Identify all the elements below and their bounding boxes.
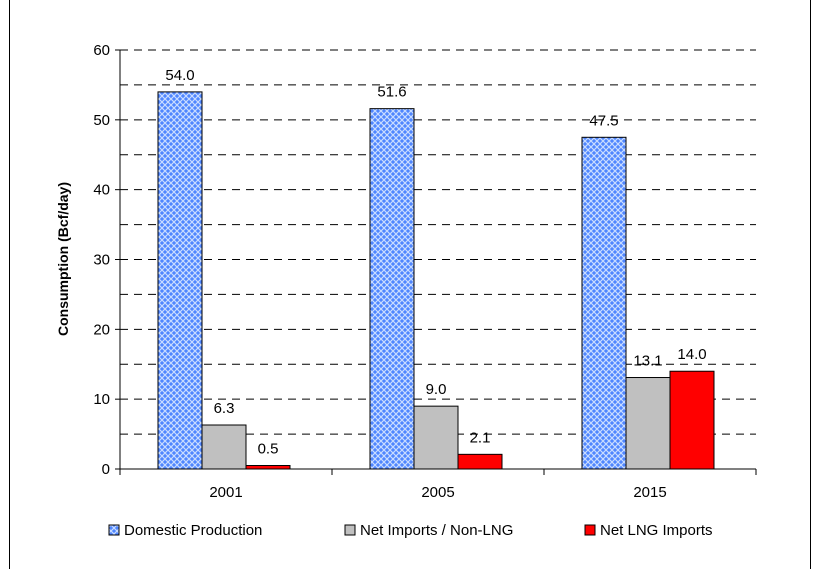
bar-domestic-production-2001 (157, 91, 203, 470)
data-label: 14.0 (677, 346, 706, 363)
bar-net-imports-non-lng-2015 (625, 377, 671, 470)
legend-swatch (344, 524, 356, 536)
data-label: 47.5 (589, 112, 618, 129)
legend-label: Net LNG Imports (600, 522, 713, 539)
x-tick-label: 2005 (421, 484, 454, 501)
bar-net-imports-non-lng-2005 (413, 405, 459, 470)
legend-label: Net Imports / Non-LNG (360, 522, 513, 539)
bar-domestic-production-2005 (369, 108, 415, 470)
y-tick-label: 20 (93, 321, 110, 338)
y-tick-label: 50 (93, 112, 110, 129)
grid-lines (120, 49, 756, 435)
data-label: 6.3 (214, 400, 235, 417)
data-label: 2.1 (470, 429, 491, 446)
data-label: 54.0 (165, 67, 194, 84)
x-tick-label: 2015 (633, 484, 666, 501)
bar-net-lng-imports-2001 (245, 465, 291, 470)
data-label: 13.1 (633, 353, 662, 370)
y-tick-label: 40 (93, 182, 110, 199)
legend-swatch (584, 524, 596, 536)
bar-net-lng-imports-2005 (457, 453, 503, 470)
bars (157, 91, 715, 470)
y-tick-label: 10 (93, 391, 110, 408)
y-tick-label: 30 (93, 252, 110, 269)
legend: Domestic Production Net Imports / Non-LNG… (108, 522, 713, 539)
bar-net-imports-non-lng-2001 (201, 424, 247, 470)
data-label: 0.5 (258, 441, 279, 458)
data-label: 51.6 (377, 84, 406, 101)
chart-frame (9, 0, 811, 569)
bar-domestic-production-2015 (581, 136, 627, 470)
data-labels: 54.0 6.3 0.5 51.6 9.0 2.1 47.5 13.1 14.0 (165, 67, 706, 458)
y-tick-label: 60 (93, 42, 110, 59)
x-tick-label: 2001 (209, 484, 242, 501)
legend-label: Domestic Production (124, 522, 262, 539)
y-axis-title: Consumption (Bcf/day) (55, 182, 71, 336)
axes: 0 10 20 30 40 50 60 2001 2005 2015 (93, 42, 757, 501)
y-tick-label: 0 (102, 461, 110, 478)
data-label: 9.0 (426, 381, 447, 398)
bar-net-lng-imports-2015 (669, 370, 715, 470)
legend-swatch (108, 524, 120, 536)
